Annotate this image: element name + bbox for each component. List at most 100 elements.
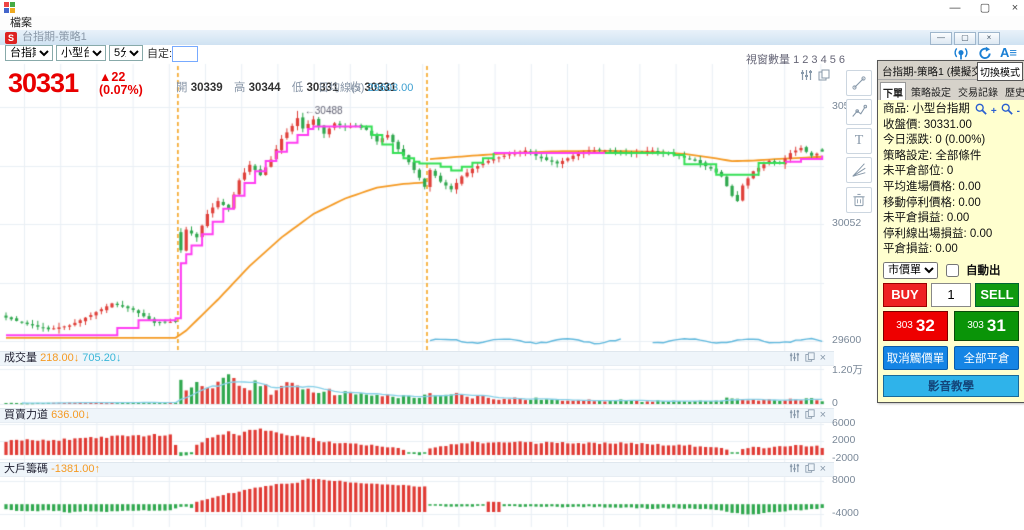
sell-price-value: 31 [986,315,1006,335]
buy-button[interactable]: BUY [883,282,927,307]
trade-tab-2[interactable]: 交易記錄 [958,88,998,99]
y-axis-tick: 8000 [832,474,856,486]
zoom-out-icon[interactable] [1001,102,1013,120]
high-value: 30344 [248,82,281,94]
chart-toolbar: 台指期 小型台指期 5分K 自定: A≡ [0,45,1024,62]
ma-label: 日均線(5) [318,82,365,94]
low-value: 30331 [306,82,339,94]
child-close-button[interactable]: × [978,32,1000,45]
child-restore-button[interactable]: ▢ [954,32,976,45]
video-tutorial-button[interactable]: 影音教學 [883,374,1019,397]
high-label: 高 [233,82,246,94]
chart-canvas[interactable] [0,62,834,530]
delete-drawing-button[interactable] [846,187,872,213]
buy-price-prefix: 303 [896,320,913,332]
window-close-button[interactable]: × [1011,2,1019,14]
chips-panel-header: 大戶籌碼 -1381.00↑ × [0,462,834,477]
copy-panel-icon[interactable] [804,462,815,477]
order-type-row: 市價單 自動出 [883,261,1019,280]
trade-tab-0[interactable]: 下單 [880,82,906,100]
strategy-field-row: 今日漲跌: 0 (0.00%) [883,134,986,147]
y-axis-tick: 0 [832,397,838,409]
sell-button[interactable]: SELL [975,282,1019,307]
window-count-values[interactable]: 1 2 3 4 5 6 [793,54,846,66]
y-axis-tick: 1.20万 [832,364,863,376]
title-bar: — ▢ × [0,0,1024,17]
custom-interval-label: 自定: [147,48,173,60]
power-panel-header: 買賣力道 636.00↓ × [0,408,834,423]
window-maximize-button[interactable]: ▢ [979,2,991,14]
close-panel-icon[interactable]: × [819,352,826,364]
close-panel-icon[interactable]: × [819,409,826,421]
switch-mode-button[interactable]: 切換模式 [977,62,1023,81]
cancel-trigger-orders-button[interactable]: 取消觸價單 [883,345,948,370]
panel-icon-group: A≡ [952,45,1017,67]
buy-price-value: 32 [915,315,935,335]
quantity-input[interactable] [931,282,971,307]
copy-panel-icon[interactable] [818,68,830,86]
custom-interval-input[interactable] [172,46,198,62]
interval-select[interactable]: 5分K [109,45,143,61]
main-panel-icons [800,68,830,86]
account-mode-icon[interactable]: A≡ [1000,45,1017,60]
strategy-field-row: 平均進場價格: 0.00 [883,180,981,193]
strategy-field-row: 策略設定: 全部條件 [883,149,982,162]
chips-value: -1381.00↑ [51,463,100,475]
indicator-settings-icon[interactable] [789,409,800,423]
zoom-in-label[interactable]: + [990,105,997,117]
drawing-toolbar: T [846,70,872,216]
app-icon [4,2,15,13]
last-price: 30331 [8,68,79,98]
child-window-titlebar: S 台指期-策略1 — ▢ × [0,30,1024,46]
touch-mode-icon[interactable] [952,45,970,67]
child-minimize-button[interactable]: — [930,32,952,45]
trendline-tool-button[interactable] [846,70,872,96]
y-axis-tick: 2000 [832,434,856,446]
indicator-settings-icon[interactable] [789,352,800,366]
order-type-select[interactable]: 市價單 [883,261,938,279]
volume-value-2: 705.20↓ [82,352,122,364]
zoom-in-icon[interactable] [975,102,987,120]
low-label: 低 [291,82,304,94]
close-panel-icon[interactable]: × [819,463,826,475]
text-tool-button[interactable]: T [846,128,872,154]
window-count: 視窗數量 1 2 3 4 5 6 [746,51,845,67]
open-label: 開 [176,82,188,94]
sell-price-button[interactable]: 303 31 [954,310,1019,341]
trade-panel-tabs: 下單策略設定交易記錄歷史回測 [878,80,1024,100]
y-axis-tick: -4000 [832,507,859,519]
y-axis-tick: 29600 [832,334,862,346]
zoom-out-label[interactable]: - [1016,105,1020,117]
buy-price-button[interactable]: 303 32 [883,310,948,341]
volume-panel-header: 成交量 218.00↓ 705.20↓ × [0,351,834,366]
close-all-positions-button[interactable]: 全部平倉 [954,345,1019,370]
power-label: 買賣力道 [4,409,48,421]
window-minimize-button[interactable]: — [949,2,961,14]
menu-file[interactable]: 檔案 [10,17,32,29]
strategy-logo-icon: S [5,31,17,44]
product-select[interactable]: 小型台指期 [56,45,106,61]
trade-panel-title: 台指期-策略1 (模擬交易) [882,66,996,78]
fan-lines-tool-button[interactable] [846,157,872,183]
copy-panel-icon[interactable] [804,351,815,366]
polyline-tool-button[interactable] [846,99,872,125]
ma-legend: 日均線(5) 29603.00 [318,79,413,95]
y-axis-tick: -2000 [832,452,859,464]
ohlc-row: 開 30339 高 30344 低 30331 收 30331 [176,79,404,95]
close-label: 收 [349,82,362,94]
strategy-field-row: 未平倉損益: 0.00 [883,212,970,225]
auto-exit-checkbox[interactable] [946,263,959,277]
copy-panel-icon[interactable] [804,408,815,423]
trade-tab-1[interactable]: 策略設定 [911,88,951,99]
trade-tab-3[interactable]: 歷史回測 [1005,88,1024,99]
buy-sell-row: BUY SELL [883,282,1019,307]
indicator-settings-icon[interactable] [800,68,813,86]
price-change-block: ▲22 (0.07%) [99,71,143,97]
refresh-icon[interactable] [976,45,994,67]
menu-bar: 檔案 [0,16,1024,31]
symbol-select[interactable]: 台指期 [5,45,53,61]
strategy-field-row: 收盤價: 30331.00 [883,118,972,131]
indicator-settings-icon[interactable] [789,463,800,477]
volume-value-1: 218.00↓ [40,352,80,364]
trade-panel: 台指期-策略1 (模擬交易) 切換模式 下單策略設定交易記錄歷史回測 + - 商… [877,60,1024,403]
